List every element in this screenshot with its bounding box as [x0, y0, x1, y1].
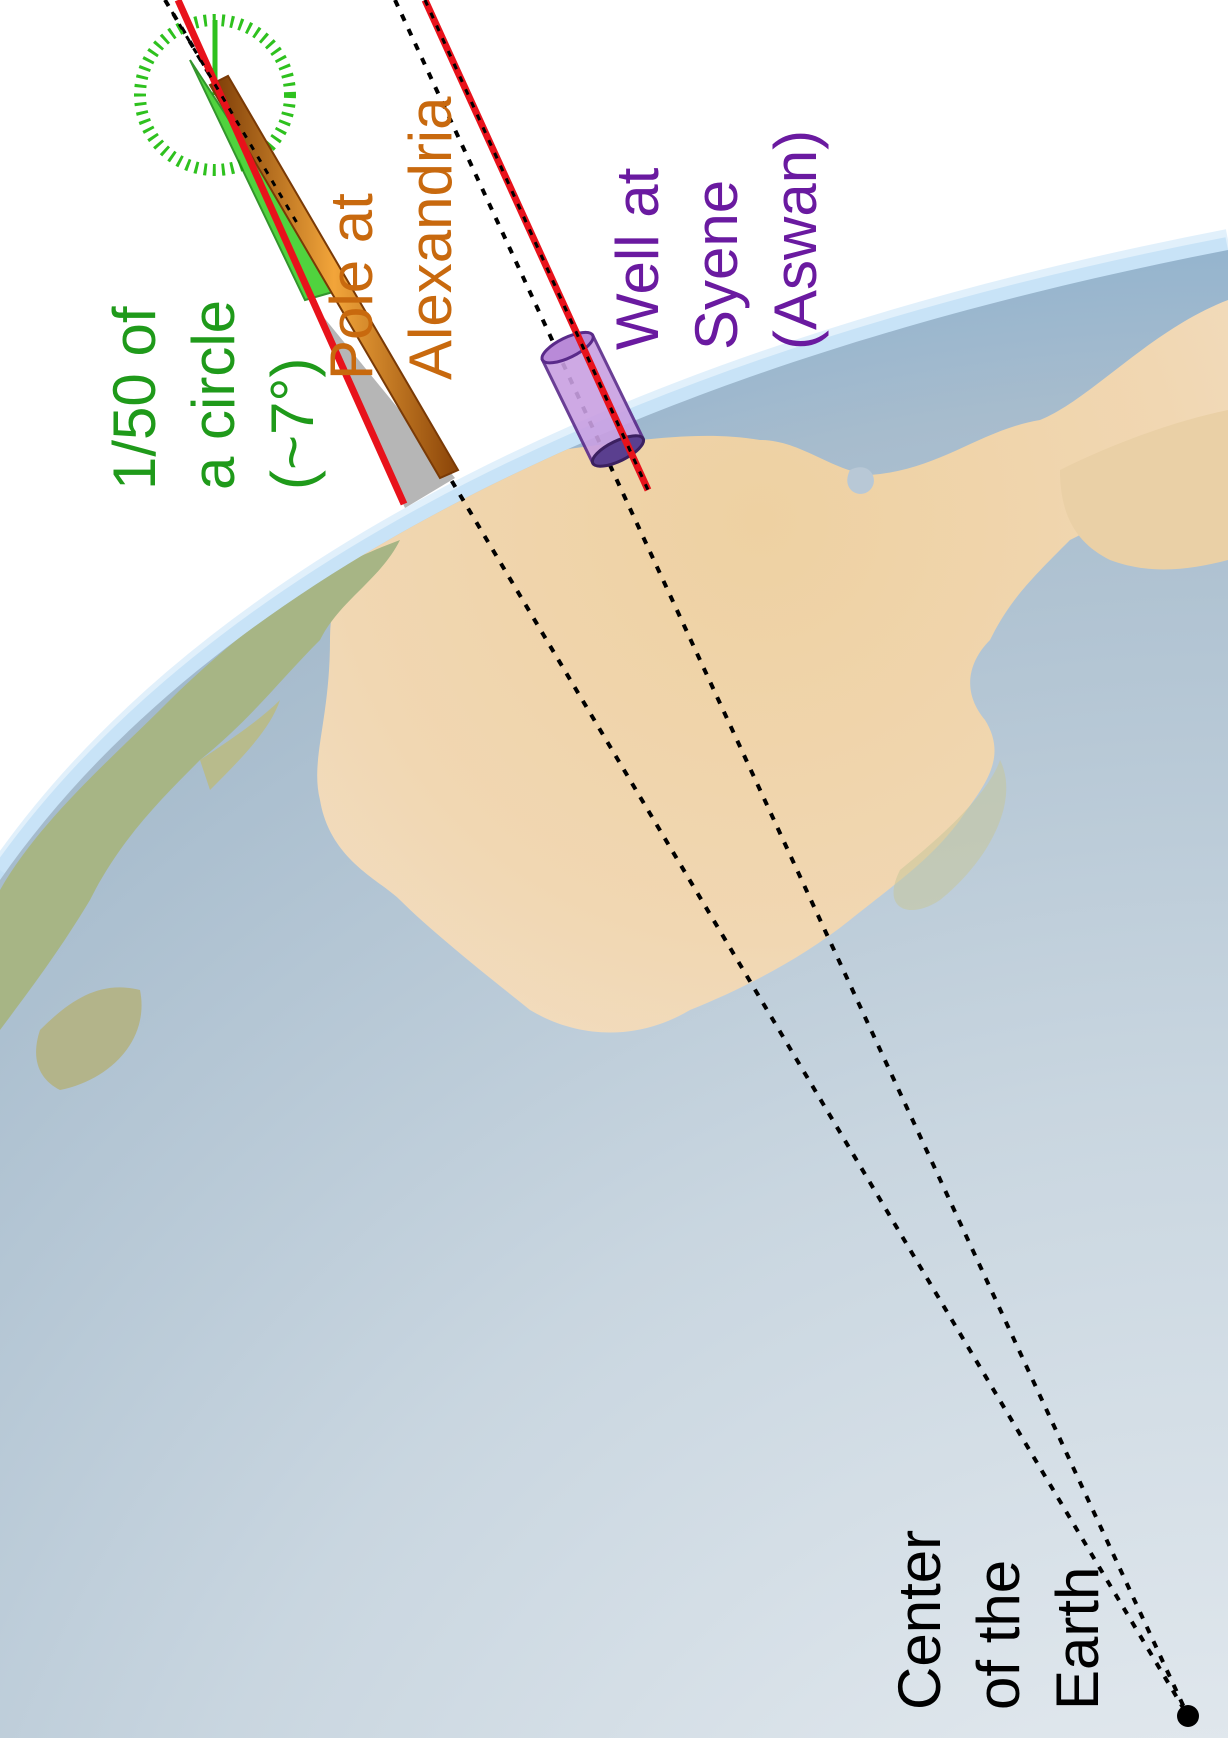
angle-marker: [134, 14, 342, 302]
red-sea: [847, 467, 874, 494]
iberia-landmass: [36, 987, 142, 1090]
alexandria-pole: [208, 74, 460, 480]
label-angle: 1/50 of a circle (~7°): [101, 300, 326, 490]
sun-ray-syene-dots: [423, 0, 650, 491]
atmosphere-rim-outer: [0, 229, 1228, 877]
label-well-line2: Syene: [683, 180, 750, 350]
alexandria-pole-group: [208, 74, 460, 508]
label-well: Well at Syene (Aswan): [604, 130, 829, 350]
label-center: Center of the Earth: [886, 1530, 1111, 1710]
label-well-line1: Well at: [604, 167, 671, 350]
sun-ray-alexandria-dots: [163, 0, 302, 229]
label-pole-line1: Pole at: [318, 193, 385, 380]
europe-landmass: [0, 540, 400, 1030]
pole-shadow: [308, 298, 455, 508]
center-lines: [163, 0, 1199, 1727]
sun-rays: [163, 0, 652, 506]
label-pole: Pole at Alexandria: [318, 96, 464, 380]
label-pole-line2: Alexandria: [397, 96, 464, 380]
label-angle-line2: a circle: [180, 300, 247, 490]
italy-landmass: [200, 700, 280, 790]
label-center-line1: Center: [886, 1530, 953, 1710]
sahel-vegetation: [893, 760, 1007, 910]
label-well-line3: (Aswan): [762, 130, 829, 350]
label-center-line2: of the: [965, 1560, 1032, 1710]
alexandria-center-line: [163, 0, 1190, 1718]
arabia-landmass: [1060, 410, 1228, 570]
syene-center-line: [393, 0, 1190, 1717]
earth-center-dot: [1177, 1705, 1199, 1727]
label-angle-line1: 1/50 of: [101, 306, 168, 490]
africa-landmass: [317, 300, 1228, 1033]
label-angle-line3: (~7°): [259, 358, 326, 490]
label-center-line3: Earth: [1044, 1567, 1111, 1710]
